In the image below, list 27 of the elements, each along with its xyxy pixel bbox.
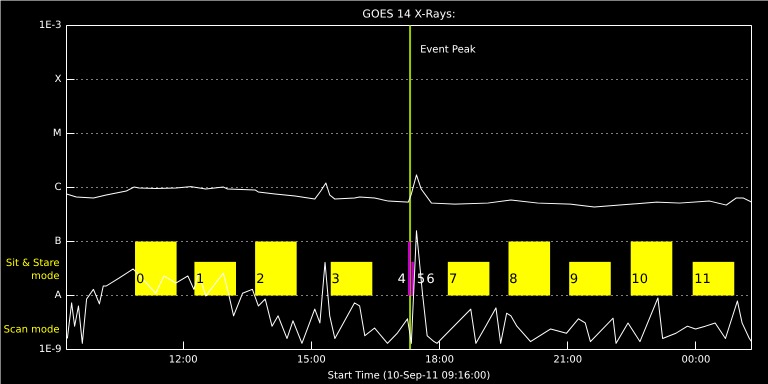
annotation: 6: [426, 272, 435, 288]
y-tick-label: 1E-9: [38, 344, 62, 355]
annotation: 4: [398, 272, 406, 288]
y-tick-label: A: [54, 290, 62, 301]
annotation: 2: [256, 272, 265, 288]
text: Scan mode: [4, 324, 60, 336]
x-tick-label: 15:00: [296, 354, 326, 366]
y-tick-label: M: [52, 128, 62, 139]
chart-title: GOES 14 X-Rays:: [362, 8, 456, 20]
y-tick-label: X: [54, 74, 62, 85]
y-tick-label: 1E-3: [38, 20, 62, 31]
x-axis-title: Start Time (10-Sep-11 09:16:00): [328, 370, 490, 382]
x-tick-label: 21:00: [553, 354, 582, 366]
y-tick-label: C: [54, 182, 62, 193]
annotation: 0: [136, 272, 144, 288]
annotation: 11: [694, 272, 711, 288]
x-tick-label: 00:00: [682, 354, 710, 366]
x-tick-label: 12:00: [168, 354, 198, 366]
x-tick-label: 18:00: [425, 354, 454, 366]
annotation: 9: [570, 272, 578, 288]
y-tick-label: B: [54, 236, 62, 247]
annotation: 10: [631, 272, 648, 288]
text: Sit & Stare mode: [6, 258, 60, 282]
annotation: 8: [509, 272, 518, 288]
annotation: 3: [331, 272, 340, 288]
ref-line-label: Event Peak: [420, 44, 476, 56]
annotation: 7: [448, 272, 458, 288]
